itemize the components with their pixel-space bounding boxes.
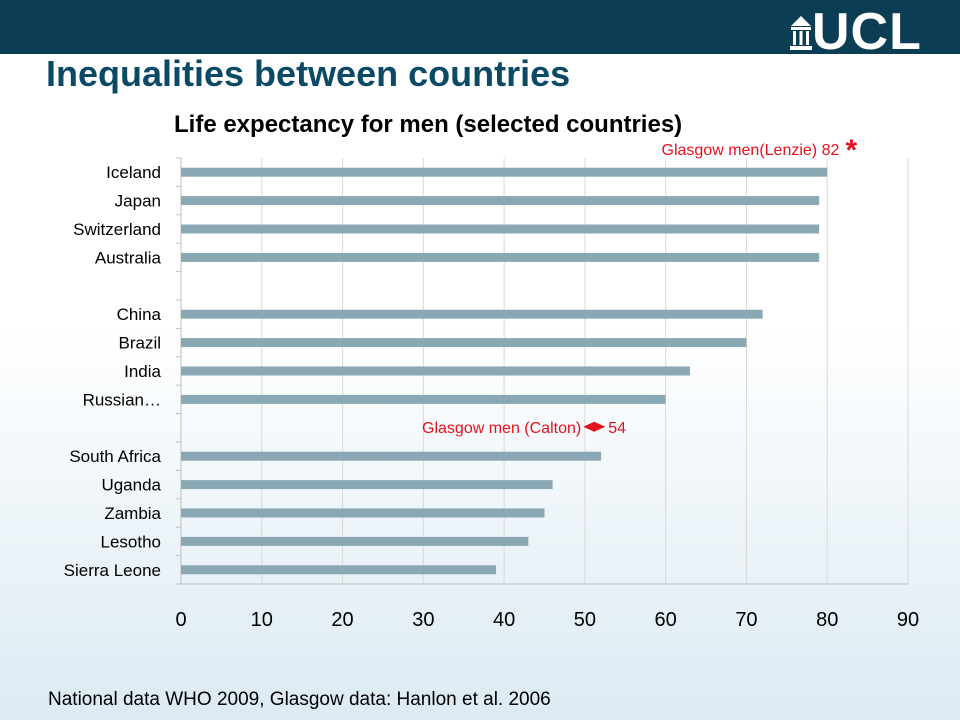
x-tick-label: 0: [175, 609, 186, 631]
category-label: Japan: [115, 192, 161, 211]
bar: [181, 252, 820, 262]
category-label: Australia: [95, 248, 162, 267]
x-tick-label: 20: [331, 609, 353, 631]
bar: [181, 536, 529, 546]
arrow-marker: [583, 421, 606, 432]
category-label: Zambia: [104, 504, 161, 523]
bar: [181, 224, 820, 234]
bar: [181, 309, 763, 319]
category-label: China: [117, 305, 162, 324]
category-label: Uganda: [101, 476, 161, 495]
chart-title: Life expectancy for men (selected countr…: [174, 111, 683, 138]
category-label: South Africa: [69, 447, 161, 466]
bar: [181, 196, 820, 206]
x-tick-label: 40: [493, 609, 515, 631]
bar: [181, 565, 497, 575]
annotation-calton: Glasgow men (Calton): [422, 420, 581, 437]
bar: [181, 508, 545, 518]
bar: [181, 167, 828, 177]
portico-icon: [790, 16, 812, 50]
asterisk-marker: *: [846, 134, 858, 167]
category-label: Iceland: [106, 163, 161, 182]
category-label: Switzerland: [73, 220, 161, 239]
annotation-calton-value: 54: [608, 420, 626, 437]
bar: [181, 394, 666, 404]
x-tick-label: 90: [897, 609, 919, 631]
bar: [181, 451, 602, 461]
ucl-logo: UCL: [788, 3, 938, 61]
slide-title: Inequalities between countries: [46, 53, 571, 94]
source-note: National data WHO 2009, Glasgow data: Ha…: [48, 689, 551, 710]
x-tick-label: 10: [251, 609, 273, 631]
x-tick-label: 30: [412, 609, 434, 631]
category-label: India: [124, 362, 161, 381]
x-tick-label: 50: [574, 609, 596, 631]
bar: [181, 480, 553, 490]
x-tick-label: 70: [735, 609, 757, 631]
x-tick-label: 80: [816, 609, 838, 631]
category-label: Sierra Leone: [64, 561, 161, 580]
category-label: Russian…: [83, 390, 161, 409]
category-label: Brazil: [118, 334, 161, 353]
category-label: Lesotho: [101, 532, 162, 551]
x-tick-label: 60: [655, 609, 677, 631]
bar: [181, 338, 747, 348]
bar: [181, 366, 690, 376]
logo-text: UCL: [812, 3, 922, 61]
annotation-lenzie: Glasgow men(Lenzie) 82: [662, 142, 840, 159]
